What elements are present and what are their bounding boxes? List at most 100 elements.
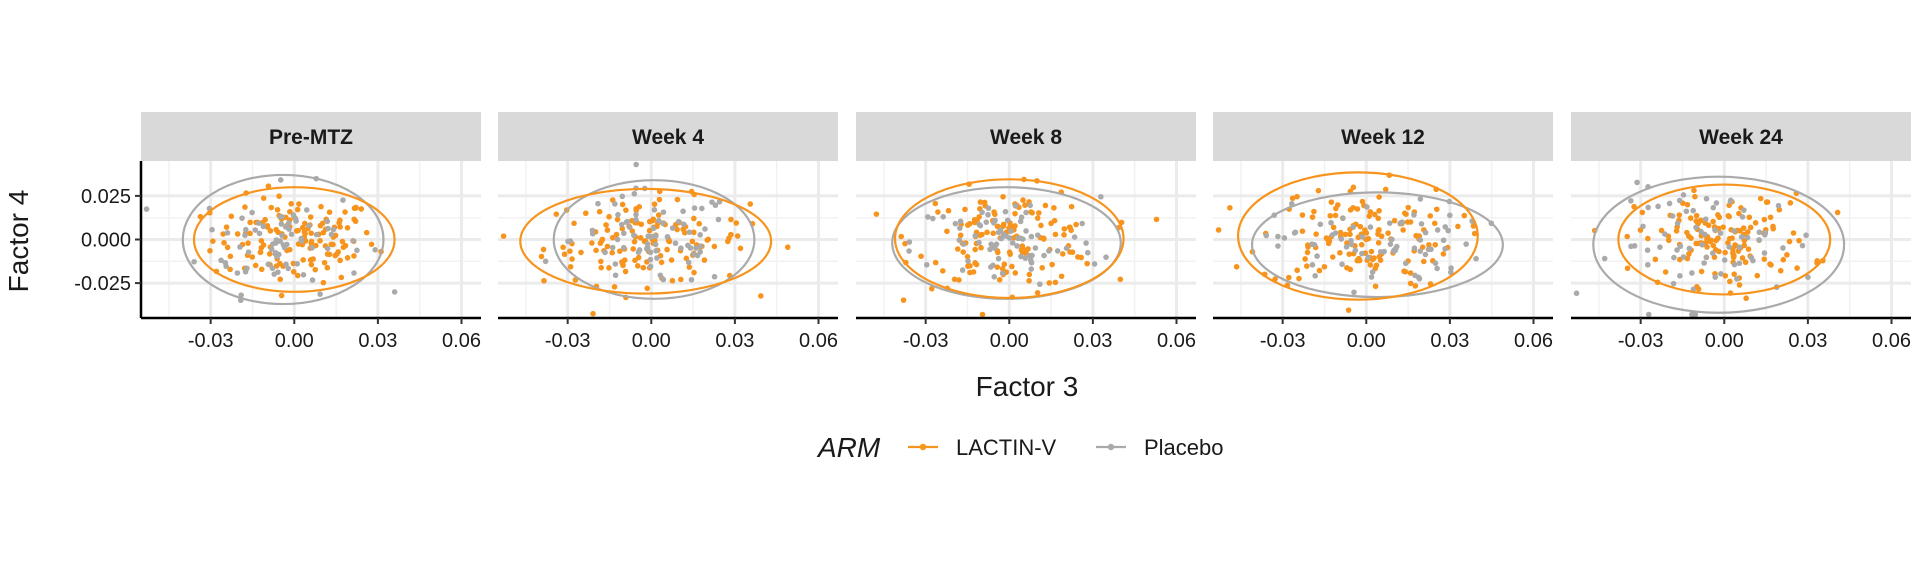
data-point [330, 226, 337, 233]
data-point [997, 227, 1004, 234]
data-point [292, 215, 299, 222]
data-point [636, 247, 643, 253]
data-point [335, 249, 342, 255]
data-point [1046, 248, 1052, 254]
data-point [650, 216, 657, 223]
data-point [1001, 261, 1008, 268]
data-point [1701, 260, 1707, 266]
data-point [1710, 218, 1716, 225]
data-point [282, 224, 289, 230]
data-point [1367, 224, 1374, 230]
data-point [1631, 203, 1637, 210]
data-point [691, 205, 698, 211]
data-point [1350, 184, 1357, 191]
data-point [1046, 280, 1053, 286]
data-point [1006, 249, 1013, 256]
data-point [1328, 219, 1334, 226]
data-point [239, 215, 245, 221]
data-point [1745, 246, 1752, 252]
data-point [351, 253, 357, 259]
data-point [1741, 242, 1748, 249]
data-point [207, 247, 213, 254]
data-point [940, 214, 947, 220]
data-point [258, 244, 265, 251]
data-point [1012, 223, 1018, 229]
data-point [317, 291, 323, 297]
data-point [979, 311, 986, 318]
data-point [680, 208, 686, 215]
y-axis-title: Factor 4 [3, 190, 34, 293]
data-point [308, 240, 315, 246]
data-point [1036, 210, 1042, 216]
x-tick-label: 0.03 [1073, 330, 1112, 352]
data-point [1433, 206, 1440, 213]
data-point [992, 211, 998, 218]
data-point [1376, 194, 1382, 200]
data-point [784, 244, 791, 250]
data-point [1367, 262, 1374, 268]
data-point [1722, 249, 1728, 256]
data-point [734, 233, 741, 239]
data-point [1455, 223, 1461, 230]
data-point [1655, 203, 1661, 210]
data-point [269, 265, 276, 272]
data-point [266, 251, 273, 257]
data-point [1411, 245, 1418, 252]
data-point [1573, 290, 1580, 297]
data-point [1233, 263, 1240, 270]
x-tick-label: 0.06 [799, 330, 838, 352]
data-point [1418, 221, 1425, 227]
data-point [691, 215, 697, 222]
data-point [1445, 227, 1451, 234]
data-point [1736, 210, 1742, 217]
data-point [324, 245, 331, 252]
data-point [992, 245, 998, 251]
data-point [1726, 244, 1732, 250]
data-point [1407, 219, 1414, 225]
data-point [685, 259, 692, 266]
facet-panel: Pre-MTZ -0.03 0.00 0.03 0.06 0.025 0.000 -0.025 [74, 112, 481, 352]
data-point [1289, 195, 1296, 202]
x-tick-label: -0.03 [188, 330, 234, 352]
data-point [243, 226, 249, 233]
data-point [1352, 247, 1359, 254]
data-point [604, 243, 611, 250]
data-point [990, 262, 996, 269]
x-tick-label: 0.06 [1514, 330, 1553, 352]
data-point [1338, 236, 1345, 242]
confidence-ellipse [1617, 183, 1832, 296]
data-point [711, 273, 718, 280]
data-point [1103, 254, 1109, 260]
data-point [1312, 273, 1318, 279]
data-point [1790, 230, 1797, 236]
data-point [620, 244, 627, 251]
data-point [602, 249, 608, 256]
facet-strip [498, 112, 838, 161]
data-point [290, 268, 297, 275]
data-point [278, 221, 285, 227]
facet-strip [1571, 112, 1911, 161]
data-point [1698, 268, 1705, 275]
data-point [286, 246, 293, 253]
data-point [500, 233, 507, 239]
data-point [651, 207, 658, 213]
data-point [1333, 205, 1339, 212]
data-point [644, 241, 651, 247]
data-point [1052, 231, 1059, 238]
data-point [681, 229, 688, 236]
data-point [1709, 250, 1716, 256]
data-point [567, 248, 573, 254]
data-point [728, 216, 734, 223]
data-point [956, 277, 962, 283]
data-point [1054, 248, 1061, 254]
data-point [620, 262, 626, 269]
data-point [737, 245, 744, 252]
data-point [1726, 213, 1732, 220]
data-point [368, 241, 375, 248]
data-point [979, 209, 985, 216]
data-point [1345, 307, 1352, 313]
data-point [653, 247, 659, 254]
data-point [1434, 227, 1441, 233]
confidence-ellipse [1250, 191, 1504, 299]
data-point [372, 247, 378, 253]
